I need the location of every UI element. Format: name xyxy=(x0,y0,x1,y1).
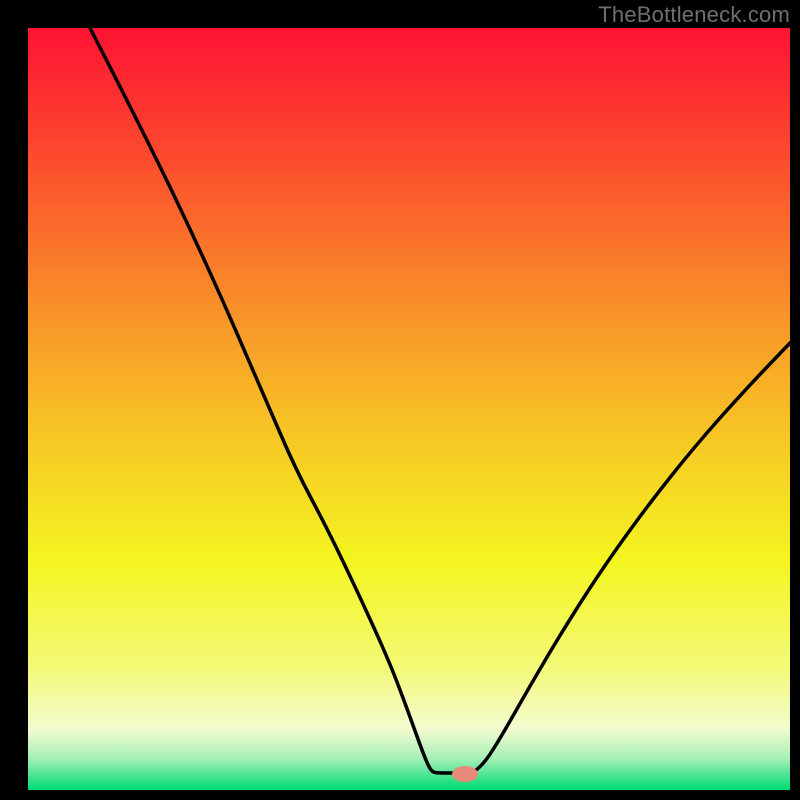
watermark-text: TheBottleneck.com xyxy=(598,2,790,28)
bottleneck-chart xyxy=(0,0,800,800)
optimal-point-marker xyxy=(452,766,478,782)
chart-plot-gradient xyxy=(28,28,790,790)
